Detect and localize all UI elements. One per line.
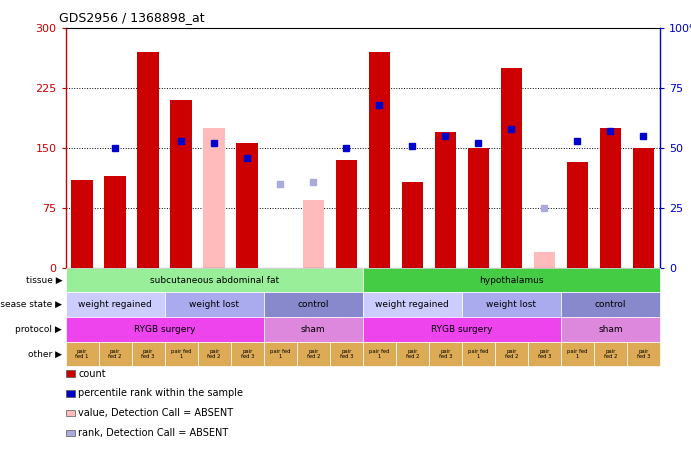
- Text: pair fed
1: pair fed 1: [369, 349, 390, 359]
- Text: pair
fed 3: pair fed 3: [339, 349, 353, 359]
- Bar: [138, 52, 159, 268]
- Text: other ▶: other ▶: [28, 350, 62, 358]
- Text: GDS2956 / 1368898_at: GDS2956 / 1368898_at: [59, 11, 205, 24]
- Bar: [171, 100, 192, 268]
- Text: pair
fed 2: pair fed 2: [406, 349, 419, 359]
- Bar: [71, 180, 93, 268]
- Text: pair
fed 2: pair fed 2: [604, 349, 617, 359]
- Text: pair
fed 2: pair fed 2: [307, 349, 320, 359]
- Text: control: control: [595, 301, 626, 309]
- Text: pair
fed 3: pair fed 3: [240, 349, 254, 359]
- Text: pair fed
1: pair fed 1: [171, 349, 191, 359]
- Text: value, Detection Call = ABSENT: value, Detection Call = ABSENT: [78, 408, 233, 419]
- Text: subcutaneous abdominal fat: subcutaneous abdominal fat: [150, 276, 278, 284]
- Bar: [336, 160, 357, 268]
- Bar: [468, 148, 489, 268]
- Text: sham: sham: [598, 325, 623, 334]
- Bar: [600, 128, 621, 268]
- Bar: [203, 128, 225, 268]
- Text: sham: sham: [301, 325, 325, 334]
- Text: weight regained: weight regained: [375, 301, 449, 309]
- Text: pair fed
1: pair fed 1: [567, 349, 587, 359]
- Text: count: count: [78, 368, 106, 379]
- Text: control: control: [298, 301, 329, 309]
- Text: tissue ▶: tissue ▶: [26, 276, 62, 284]
- Text: pair
fed 3: pair fed 3: [439, 349, 452, 359]
- Bar: [533, 252, 555, 268]
- Text: pair
fed 1: pair fed 1: [75, 349, 89, 359]
- Bar: [633, 148, 654, 268]
- Text: pair
fed 2: pair fed 2: [108, 349, 122, 359]
- Bar: [435, 132, 456, 268]
- Text: protocol ▶: protocol ▶: [15, 325, 62, 334]
- Text: pair fed
1: pair fed 1: [468, 349, 489, 359]
- Text: pair
fed 3: pair fed 3: [636, 349, 650, 359]
- Bar: [500, 68, 522, 268]
- Text: pair
fed 2: pair fed 2: [504, 349, 518, 359]
- Text: rank, Detection Call = ABSENT: rank, Detection Call = ABSENT: [78, 428, 228, 438]
- Bar: [303, 200, 324, 268]
- Text: pair
fed 2: pair fed 2: [207, 349, 221, 359]
- Text: RYGB surgery: RYGB surgery: [134, 325, 196, 334]
- Bar: [104, 176, 126, 268]
- Text: weight regained: weight regained: [78, 301, 152, 309]
- Bar: [236, 143, 258, 268]
- Text: weight lost: weight lost: [486, 301, 536, 309]
- Text: disease state ▶: disease state ▶: [0, 301, 62, 309]
- Text: RYGB surgery: RYGB surgery: [431, 325, 493, 334]
- Bar: [567, 162, 588, 268]
- Text: hypothalamus: hypothalamus: [479, 276, 544, 284]
- Text: pair fed
1: pair fed 1: [270, 349, 290, 359]
- Text: pair
fed 3: pair fed 3: [538, 349, 551, 359]
- Bar: [401, 182, 423, 268]
- Bar: [368, 52, 390, 268]
- Text: weight lost: weight lost: [189, 301, 239, 309]
- Text: percentile rank within the sample: percentile rank within the sample: [78, 388, 243, 399]
- Text: pair
fed 3: pair fed 3: [142, 349, 155, 359]
